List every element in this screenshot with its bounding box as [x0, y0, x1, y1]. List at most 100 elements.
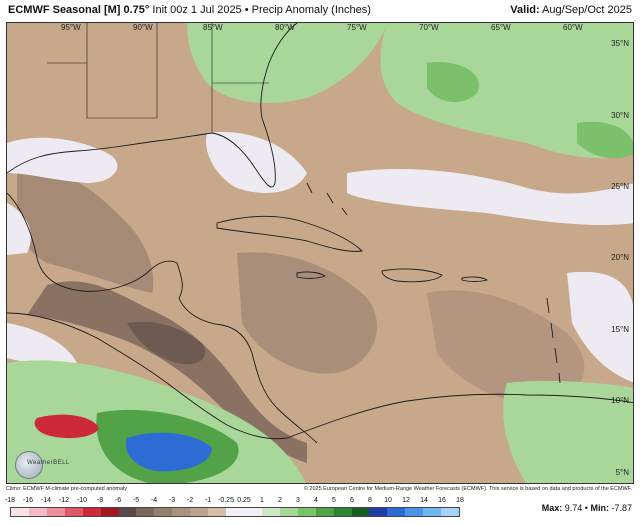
colorbar-tick-label: 3 [296, 497, 300, 504]
lon-label-65w: 65°W [491, 23, 511, 32]
logo-text: WeatherBELL [27, 460, 70, 466]
map-canvas [7, 23, 633, 483]
min-label: Min: [590, 503, 609, 513]
colorbar-swatch [208, 508, 227, 516]
neutral-patch-west [7, 203, 31, 255]
lon-label-70w: 70°W [419, 23, 439, 32]
title-separator: • [244, 4, 249, 16]
lon-label-95w: 95°W [61, 23, 81, 32]
colorbar-swatch [226, 508, 244, 516]
anomaly-map: 95°W 90°W 85°W 80°W 75°W 70°W 65°W 60°W … [6, 22, 634, 484]
lat-label-10n: 10°N [611, 396, 629, 405]
central-america-coast [178, 297, 318, 444]
colorbar-tick-label: 5 [332, 497, 336, 504]
hispaniola [381, 268, 443, 283]
colorbar-legend: -18 -16 -14 -12 -10 -8 -6 -5 -4 -3 -2 -1 -0.25 0.25 1 2… [5, 497, 464, 517]
pacific-coast [7, 312, 288, 440]
valid-value: Aug/Sep/Oct 2025 [542, 4, 632, 16]
us-state-borders [47, 23, 269, 133]
puerto-rico [461, 276, 489, 282]
colorbar-tick-label: 8 [368, 497, 372, 504]
heavy-wet-anomaly [125, 432, 212, 472]
max-label: Max: [541, 503, 563, 513]
colorbar-tick-label: -18 [4, 497, 16, 504]
south-america-coast [286, 393, 633, 439]
wet-anomaly-atlantic-core [427, 62, 479, 103]
wet-anomaly-atlantic-north [380, 23, 633, 159]
colorbar-tick-label: -4 [150, 497, 158, 504]
colorbar-tick-label: 1 [260, 497, 264, 504]
colorbar-tick-label: -14 [40, 497, 52, 504]
colorbar-swatch [136, 508, 155, 516]
colorbar-swatch [297, 508, 316, 516]
mexico-gulf-coast [7, 192, 183, 299]
colorbar-swatch [82, 508, 101, 516]
colorbar-swatch [118, 508, 137, 516]
dark-anomaly-gulf [17, 171, 154, 293]
us-gulf-coast [7, 23, 298, 188]
colorbar-labels: -18 -16 -14 -12 -10 -8 -6 -5 -4 -3 -2 -1 -0.25 0.25 1 2… [5, 497, 464, 506]
climo-note: Climo: ECMWF M-climate pre-computed anom… [6, 486, 128, 492]
copyright-note: © 2025 European Centre for Medium-Range … [303, 486, 632, 492]
colorbar-swatch [279, 508, 298, 516]
lat-label-15n: 15°N [611, 325, 629, 334]
cuba [216, 215, 363, 252]
lat-label-30n: 30°N [611, 111, 629, 120]
lon-label-60w: 60°W [563, 23, 583, 32]
valid-period: Valid: Aug/Sep/Oct 2025 [510, 4, 632, 16]
dry-anomaly-pacific [34, 414, 99, 439]
bahamas [306, 182, 348, 216]
colorbar-tick-label: -16 [22, 497, 34, 504]
darkest-honduras [127, 321, 206, 365]
colorbar-swatch [315, 508, 334, 516]
colorbar-swatch [154, 508, 173, 516]
colorbar-swatch [351, 508, 370, 516]
lat-label-25n: 25°N [611, 182, 629, 191]
colorbar-swatch [261, 508, 280, 516]
colorbar-swatches [10, 507, 460, 517]
colorbar-tick-label: -1 [204, 497, 212, 504]
colorbar-tick-label: -5 [132, 497, 140, 504]
colorbar-swatch [333, 508, 352, 516]
valid-label: Valid: [510, 4, 540, 16]
neutral-patch-florida [206, 132, 307, 193]
map-title: ECMWF Seasonal [M] 0.75° Init 00z 1 Jul … [8, 4, 371, 16]
lon-label-90w: 90°W [133, 23, 153, 32]
colorbar-tick-label: 12 [402, 497, 410, 504]
colorbar-tick-label: 10 [384, 497, 392, 504]
colorbar-swatch [369, 508, 388, 516]
colorbar-tick-label: -12 [58, 497, 70, 504]
header-bar: ECMWF Seasonal [M] 0.75° Init 00z 1 Jul … [0, 0, 640, 22]
neutral-patch-gulf-coast [7, 137, 118, 183]
colorbar-swatch [405, 508, 424, 516]
colorbar-tick-label: -6 [114, 497, 122, 504]
colorbar-swatch [441, 508, 460, 516]
maxmin-bullet: • [584, 503, 588, 513]
max-value: 9.74 [564, 503, 583, 513]
colorbar-swatch [387, 508, 406, 516]
colorbar-tick-label: -8 [96, 497, 104, 504]
colorbar-tick-label: -10 [76, 497, 88, 504]
colorbar-swatch [64, 508, 83, 516]
colorbar-tick-label: -3 [168, 497, 176, 504]
colorbar-tick-label: 14 [420, 497, 428, 504]
dark-anomaly-east [427, 290, 585, 404]
lat-label-5n: 5°N [615, 468, 629, 477]
colorbar-tick-label: 0.25 [237, 497, 251, 504]
neutral-patch-atlantic [347, 168, 633, 225]
max-min-readout: Max: 9.74 • Min: -7.87 [542, 503, 632, 513]
min-value: -7.87 [611, 503, 632, 513]
jamaica [296, 271, 326, 279]
colorbar-tick-label: 2 [278, 497, 282, 504]
colorbar-swatch [243, 508, 262, 516]
lon-label-85w: 85°W [203, 23, 223, 32]
colorbar-swatch [190, 508, 209, 516]
model-name: ECMWF Seasonal [M] 0.75° [8, 4, 150, 16]
lesser-antilles [546, 297, 561, 384]
logo-globe-icon [15, 451, 43, 479]
init-time: Init 00z 1 Jul 2025 [152, 4, 242, 16]
neutral-patch-lesser-antilles [567, 271, 633, 383]
neutral-patch-pacific [7, 323, 77, 366]
wet-anomaly-south-america [503, 380, 633, 483]
colorbar-tick-label: -0.25 [218, 497, 234, 504]
